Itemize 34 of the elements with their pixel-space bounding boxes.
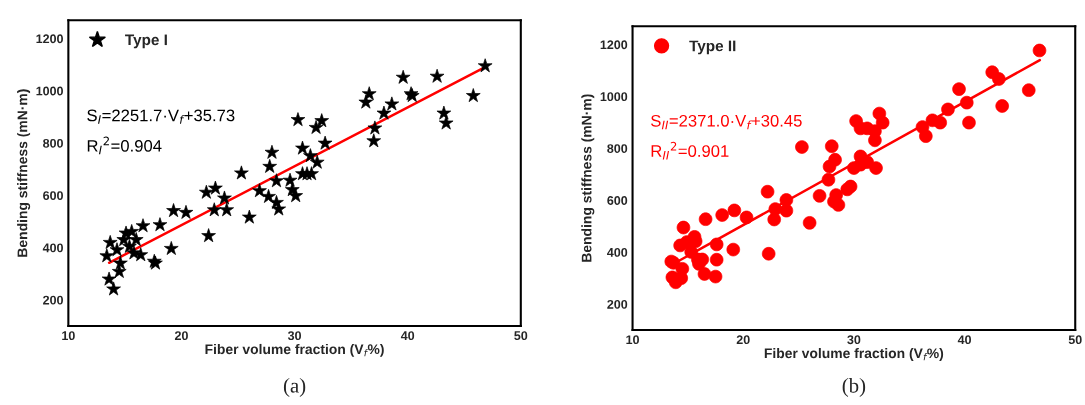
y-tick-label: 200 (43, 295, 63, 305)
legend-label: Type I (125, 34, 167, 49)
x-tick-label: 30 (847, 335, 861, 345)
y-tick-label: 1000 (600, 92, 628, 102)
y-tick-label: 1200 (600, 40, 628, 50)
annotation: S$_{II}$=2371.0·V$_{f}$+30.45 (651, 114, 802, 130)
x-tick-label: 20 (736, 335, 750, 345)
y-tick-label: 200 (607, 299, 628, 309)
y-tick-label: 400 (607, 247, 628, 257)
y-tick-label: 600 (607, 196, 628, 205)
x-tick-label: 30 (287, 331, 302, 341)
annotation: R$_{II}$$^{2}$=0.901 (651, 141, 729, 160)
x-tick-label: 50 (1068, 335, 1082, 345)
x-tick-label: 40 (400, 331, 415, 341)
legend-label: Type II (689, 40, 736, 55)
y-tick-label: 1200 (36, 34, 63, 44)
x-tick-label: 40 (957, 335, 972, 345)
y-tick-label: 1000 (36, 86, 63, 96)
text: (b) (842, 378, 866, 397)
x-tick-label: 50 (514, 331, 528, 341)
x-axis-title: Fiber volume fraction (V$_{f}$%) (764, 347, 944, 361)
y-axis-title: Bending stiffness (mN·m) (581, 94, 595, 262)
annotation: S$_{I}$=2251.7·V$_{f}$+35.73 (87, 109, 235, 124)
x-tick-label: 10 (626, 335, 639, 345)
y-axis-title: Bending stiffness (mN·m) (17, 89, 31, 257)
y-tick-label: 800 (607, 144, 628, 153)
x-tick-label: 20 (174, 331, 188, 341)
y-tick-label: 400 (42, 243, 63, 253)
annotation: R$_{I}$$^{2}$=0.904 (87, 136, 162, 155)
x-axis-title: Fiber volume fraction (V$_{f}$%) (205, 343, 384, 357)
x-tick-label: 10 (62, 331, 75, 341)
text: (a) (283, 378, 306, 397)
y-tick-label: 600 (43, 191, 63, 200)
y-tick-label: 800 (43, 138, 63, 148)
